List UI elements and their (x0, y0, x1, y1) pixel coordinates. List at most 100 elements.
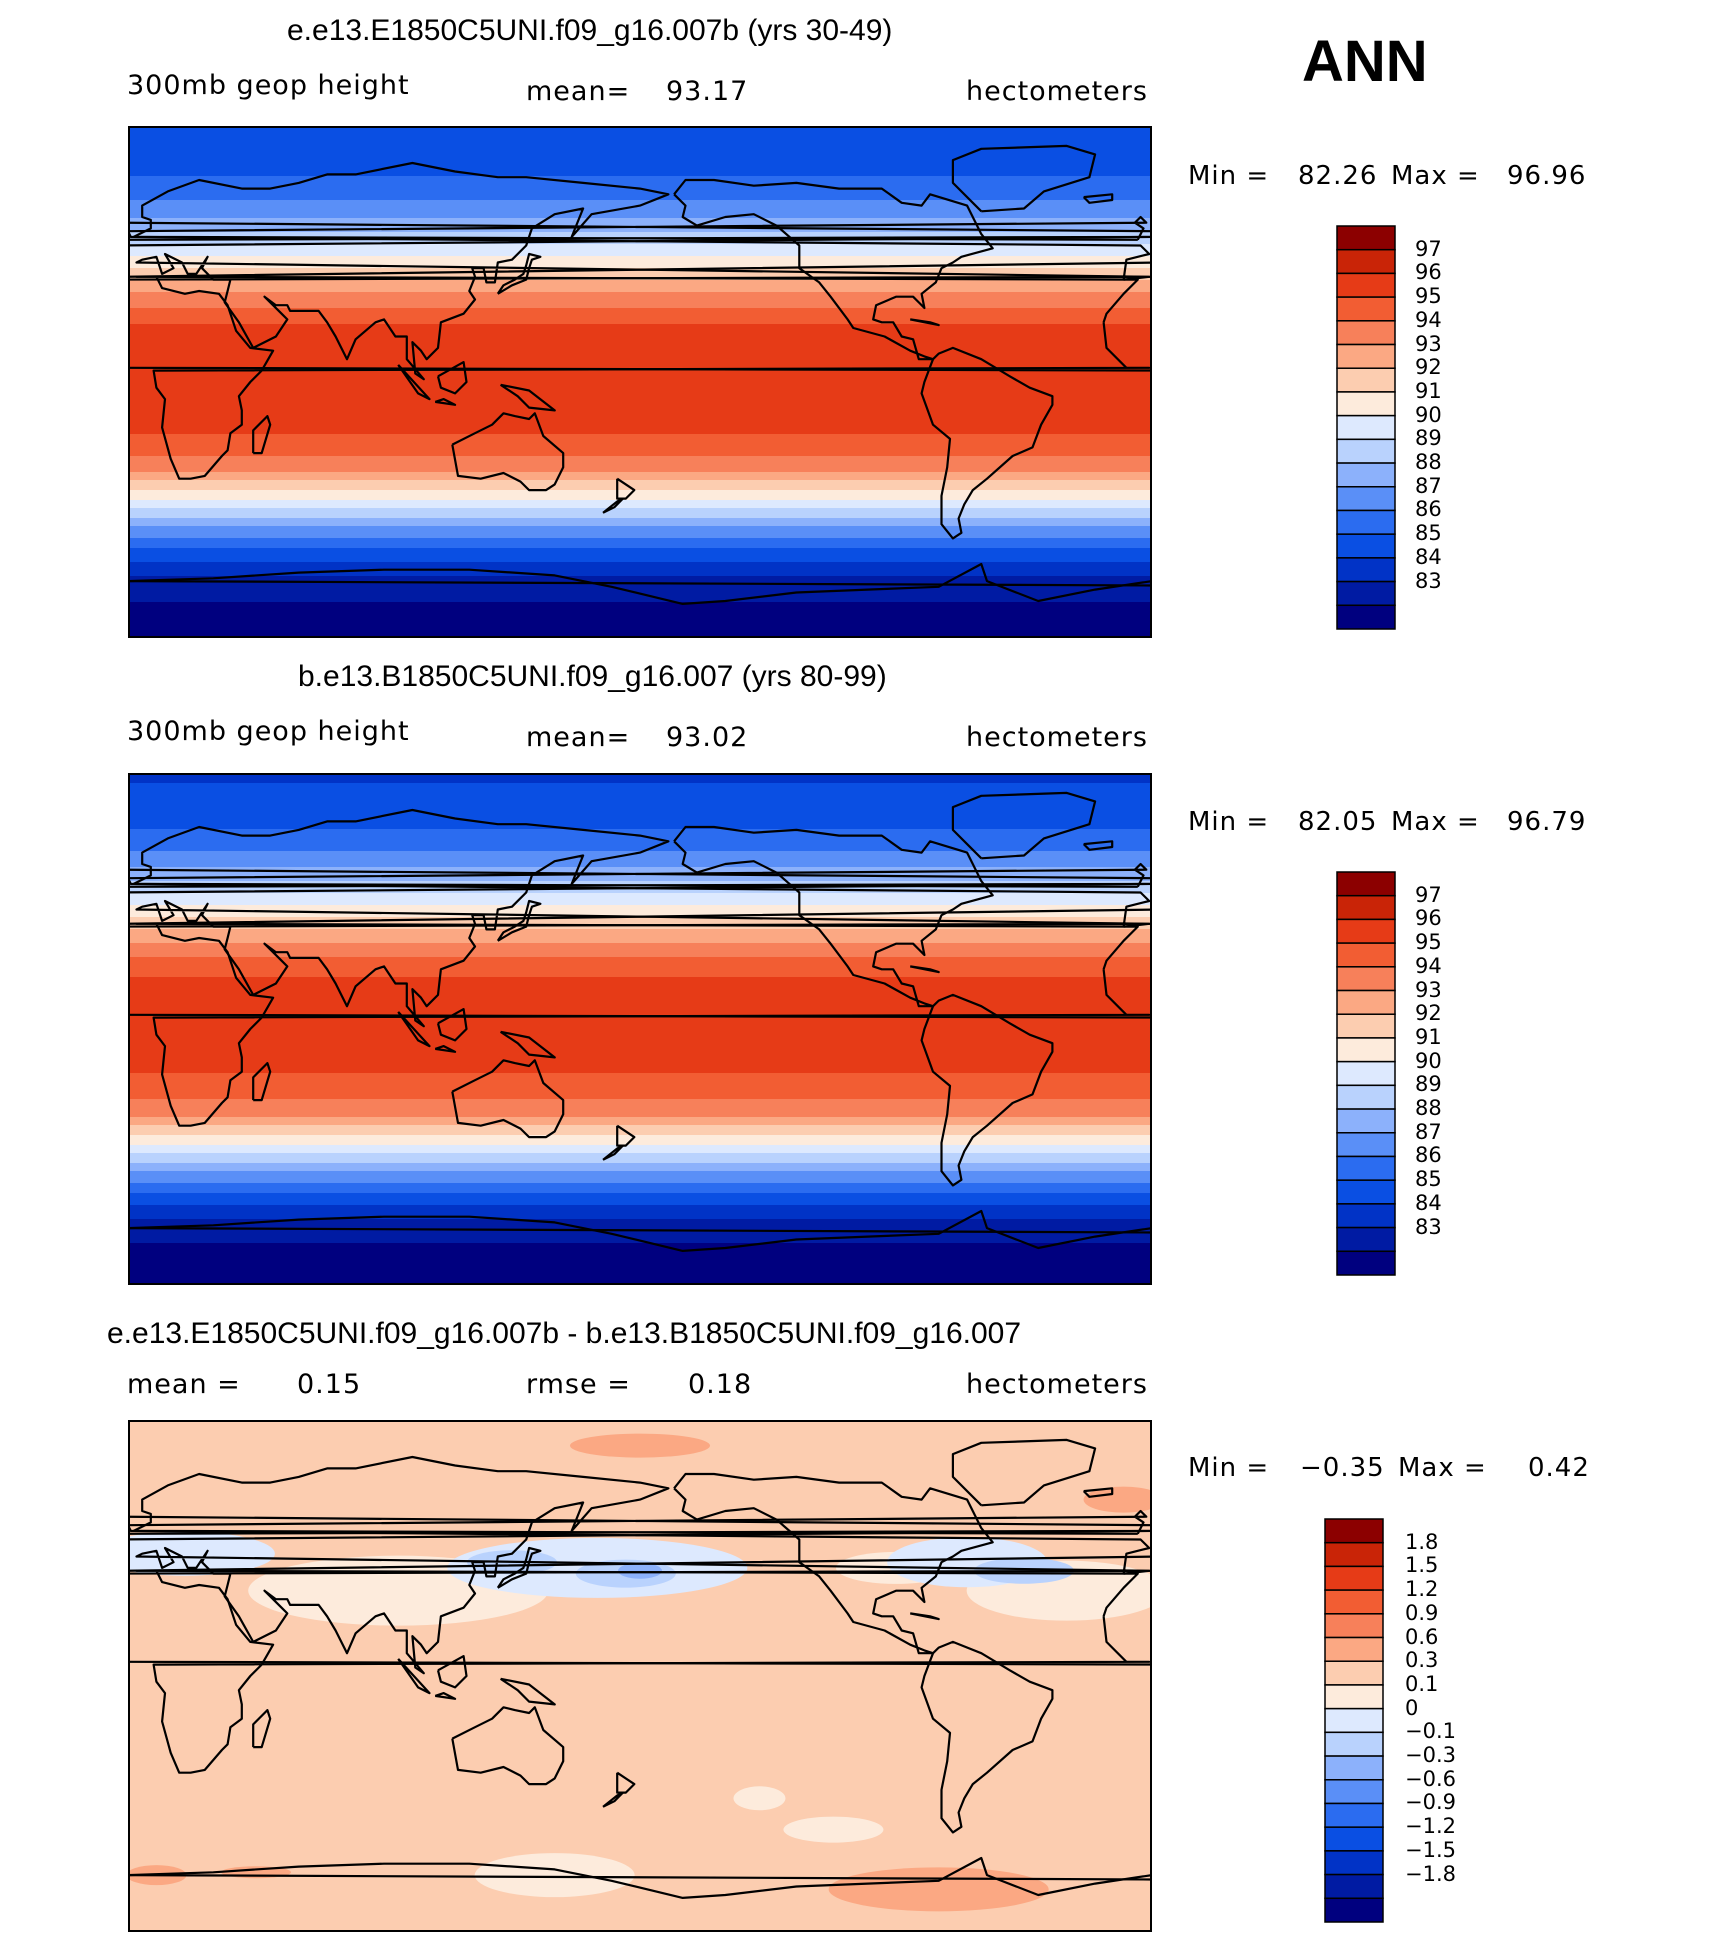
field-band (128, 809, 1152, 812)
field-band (128, 1191, 1152, 1194)
field-band (128, 606, 1152, 609)
field-band (128, 454, 1152, 457)
coastline-segment (132, 808, 1151, 1028)
panel-2-colorbar (1336, 871, 1396, 1276)
field-band (128, 1233, 1152, 1236)
field-band (128, 350, 1152, 353)
field-band (128, 538, 1152, 541)
colorbar-box (1336, 296, 1396, 322)
panel-1-map (128, 126, 1152, 638)
field-band (128, 849, 1152, 852)
field-band (128, 444, 1152, 447)
colorbar-box (1324, 1565, 1384, 1591)
panel-2-min-label: Min = (1188, 807, 1270, 837)
field-band (128, 348, 1152, 351)
field-band (128, 957, 1152, 960)
field-band (128, 1209, 1152, 1212)
colorbar-box (1324, 1684, 1384, 1710)
field-band (128, 246, 1152, 249)
field-band (128, 1071, 1152, 1074)
field-band (128, 584, 1152, 587)
colorbar-box (1336, 1013, 1396, 1039)
field-band (128, 208, 1152, 211)
colorbar-label: −1.5 (1405, 1837, 1456, 1862)
field-band (128, 504, 1152, 507)
panel-2-max-value: 96.79 (1507, 807, 1587, 837)
field-band (128, 999, 1152, 1002)
colorbar-box (1336, 1132, 1396, 1158)
field-band (128, 332, 1152, 335)
field-band (128, 616, 1152, 619)
coastline-segment (135, 1569, 1151, 1774)
colorbar-box (1336, 966, 1396, 992)
field-band (128, 466, 1152, 469)
field-band (128, 1169, 1152, 1172)
field-band (128, 536, 1152, 539)
field-band (128, 542, 1152, 545)
field-band (128, 300, 1152, 303)
field-band (128, 288, 1152, 291)
field-band (128, 829, 1152, 832)
field-band (128, 610, 1152, 613)
colorbar-box (1336, 272, 1396, 298)
field-band (128, 312, 1152, 315)
field-band (128, 1227, 1152, 1230)
colorbar-label: 0 (1405, 1695, 1419, 1720)
coastline-segment (135, 922, 1151, 1127)
field-band (128, 1049, 1152, 1052)
field-band (128, 270, 1152, 273)
colorbar-box (1324, 1802, 1384, 1828)
field-band (128, 805, 1152, 808)
field-band (128, 895, 1152, 898)
field-band (128, 1027, 1152, 1030)
field-band (128, 1203, 1152, 1206)
field-band (128, 1029, 1152, 1032)
field-band (128, 893, 1152, 896)
field-band (128, 256, 1152, 259)
field-band (128, 178, 1152, 181)
field-band (128, 1063, 1152, 1066)
field-band (128, 472, 1152, 475)
contour-region (783, 1816, 884, 1843)
colorbar-box (1336, 509, 1396, 535)
field-band (128, 414, 1152, 417)
panel-2-units: hectometers (966, 722, 1148, 753)
field-band (128, 578, 1152, 581)
colorbar-box (1324, 1731, 1384, 1757)
panel-3-max-label: Max = (1398, 1453, 1487, 1483)
colorbar-box (1336, 414, 1396, 441)
colorbar-box (1336, 248, 1396, 275)
field-band (128, 1161, 1152, 1164)
field-band (128, 1055, 1152, 1058)
colorbar-box (1336, 1203, 1396, 1229)
contour-region (1083, 1486, 1152, 1513)
colorbar-box (1336, 1037, 1396, 1063)
field-band (128, 1019, 1152, 1022)
field-band (128, 280, 1152, 283)
field-band (128, 624, 1152, 627)
colorbar-box (1336, 1060, 1396, 1087)
field-band (128, 1243, 1152, 1246)
field-band (128, 823, 1152, 826)
coastline-segment (496, 1546, 542, 1589)
field-band (128, 566, 1152, 569)
colorbar-box (1336, 918, 1396, 944)
field-band (128, 262, 1152, 265)
field-band (128, 344, 1152, 347)
field-band (128, 1257, 1152, 1260)
field-band (128, 372, 1152, 375)
field-band (128, 136, 1152, 139)
coastline-segment (436, 361, 468, 395)
field-band (128, 130, 1152, 133)
colorbar-box (1336, 1250, 1396, 1276)
field-band (128, 422, 1152, 425)
field-band (128, 1151, 1152, 1154)
colorbar-label: 88 (1415, 1096, 1442, 1121)
colorbar-box (1336, 486, 1396, 512)
field-band (128, 1251, 1152, 1254)
coastline-segment (602, 497, 624, 514)
field-band (128, 775, 1152, 778)
field-band (128, 1087, 1152, 1090)
field-band (128, 214, 1152, 217)
colorbar-label: −1.2 (1405, 1814, 1456, 1839)
